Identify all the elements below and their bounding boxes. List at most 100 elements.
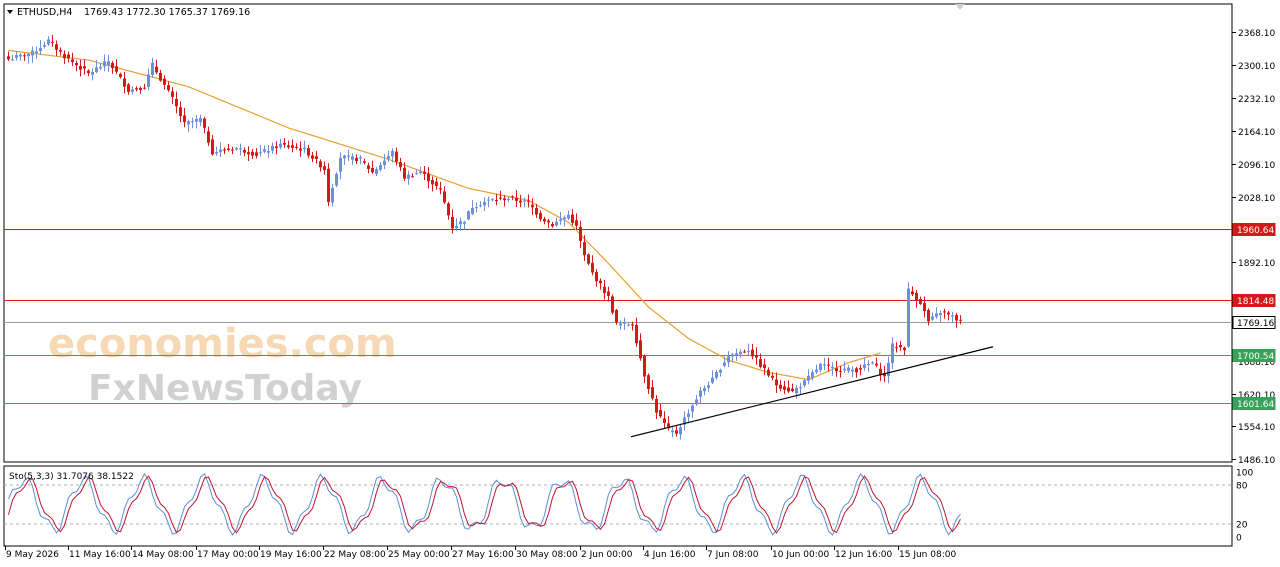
candle-body [235, 148, 238, 150]
candle [319, 159, 322, 172]
candle-body [243, 149, 246, 153]
candle [615, 309, 618, 325]
candle-body [63, 54, 66, 59]
candle [875, 357, 878, 368]
candle-body [611, 296, 614, 313]
candle [707, 381, 710, 392]
candle [751, 343, 754, 360]
candle [23, 53, 26, 62]
candle-body [327, 168, 330, 202]
candle [143, 83, 146, 90]
candle-body [27, 53, 30, 57]
candle [131, 85, 134, 95]
stochastic-panel: 100 80 20 0 [4, 469, 1253, 544]
candle [167, 81, 170, 92]
candle [803, 378, 806, 388]
candle-body [99, 66, 102, 69]
candle-body [507, 198, 510, 200]
candle [283, 137, 286, 148]
candle [839, 366, 842, 378]
candle-body [867, 364, 870, 366]
y-tick-label: 1892.10 [1238, 259, 1275, 269]
candles [7, 34, 962, 440]
candle-body [79, 65, 82, 70]
candle-body [819, 363, 822, 370]
candle-body [543, 218, 546, 222]
candle-body [199, 118, 202, 123]
candle-body [307, 148, 310, 156]
candle [195, 115, 198, 129]
candle-body [343, 155, 346, 159]
stoch-axis-label: 80 [1236, 482, 1248, 492]
collapse-arrow-icon[interactable] [955, 4, 965, 10]
candle [151, 57, 154, 78]
candle-body [67, 54, 70, 59]
candle-body [919, 298, 922, 304]
candle [711, 370, 714, 384]
candle-body [107, 61, 110, 66]
x-tick-label: 12 Jun 16:00 [835, 550, 892, 560]
candle [27, 52, 30, 64]
candle [95, 60, 98, 74]
candle-body [891, 343, 894, 364]
level-price-labels: 1960.64 1814.48 1769.16 1700.54 1601.64 [1232, 223, 1276, 410]
candle-body [111, 62, 114, 69]
level-label-box-2 [1232, 316, 1276, 329]
candle [763, 358, 766, 376]
candle [199, 114, 202, 127]
candle-body [743, 351, 746, 353]
candle-body [951, 315, 954, 317]
candle [939, 310, 942, 322]
candle-body [331, 187, 334, 203]
candle [903, 346, 906, 356]
candle-body [911, 291, 914, 295]
candle-body [555, 221, 558, 226]
candle [819, 362, 822, 373]
main-plot-frame [3, 3, 1233, 463]
candle [115, 59, 118, 75]
support-trendline[interactable] [630, 346, 994, 438]
candle-body [211, 139, 214, 155]
y-tick-label: 2232.10 [1238, 95, 1275, 105]
candle [871, 361, 874, 365]
candle-body [455, 225, 458, 229]
candle [579, 220, 582, 249]
candle-body [767, 369, 770, 376]
candle [575, 213, 578, 230]
candle-body [159, 72, 162, 81]
candle [79, 59, 82, 77]
candle-body [503, 198, 506, 201]
candle-body [851, 369, 854, 372]
candle-body [75, 62, 78, 66]
moving-average [8, 49, 881, 381]
candle-body [659, 409, 662, 417]
y-tick-label: 2096.10 [1238, 161, 1275, 171]
candle [487, 196, 490, 208]
symbol-label: ETHUSD,H4 [17, 7, 72, 18]
candle-body [863, 364, 866, 369]
candle-body [83, 66, 86, 69]
candle-body [675, 430, 678, 434]
candle-body [671, 430, 674, 433]
symbol-dropdown-icon[interactable] [7, 10, 13, 14]
candle [571, 209, 574, 226]
candle [647, 373, 650, 394]
candle [807, 369, 810, 385]
candle [123, 71, 126, 94]
candle [207, 126, 210, 146]
candle [423, 166, 426, 181]
candle [611, 294, 614, 315]
candle [55, 40, 58, 56]
candle-body [499, 197, 502, 199]
trendline[interactable] [630, 346, 994, 438]
candle-body [7, 56, 10, 60]
candle [719, 368, 722, 377]
candle-body [839, 370, 842, 372]
candle [691, 403, 694, 419]
candle [127, 83, 130, 95]
candle [375, 167, 378, 177]
candle-body [943, 311, 946, 313]
candle-body [947, 312, 950, 315]
